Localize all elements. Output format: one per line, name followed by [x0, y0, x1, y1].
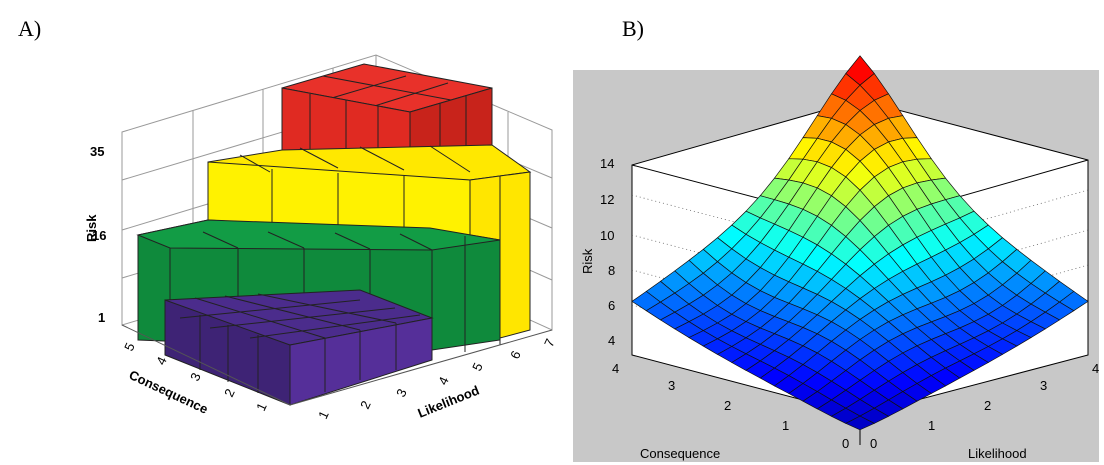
b-c-tick-1: 1: [782, 418, 789, 433]
l-tick-2: 2: [357, 398, 374, 411]
c-tick-3: 3: [187, 370, 204, 383]
l-tick-4: 4: [435, 374, 452, 387]
l-tick-3: 3: [393, 386, 410, 399]
c-tick-2: 2: [221, 386, 238, 399]
z-axis-label: Risk: [84, 214, 99, 242]
b-c-tick-3: 3: [668, 378, 675, 393]
z-tick-35: 35: [90, 144, 104, 159]
l-tick-6: 6: [507, 348, 524, 361]
z-tick-4: 4: [608, 333, 615, 348]
panel-label-b: B): [622, 16, 644, 41]
z-tick-12: 12: [600, 192, 614, 207]
b-c-tick-4: 4: [612, 361, 619, 376]
b-l-tick-2: 2: [984, 398, 991, 413]
l-tick-1: 1: [315, 408, 332, 421]
l-tick-7: 7: [541, 336, 558, 349]
z-tick-8: 8: [608, 263, 615, 278]
b-c-tick-2: 2: [724, 398, 731, 413]
z-tick-16: 16: [92, 228, 106, 243]
z-tick-14: 14: [600, 156, 614, 171]
z-tick-10: 10: [600, 228, 614, 243]
b-z-axis-label: Risk: [580, 248, 595, 274]
tier-red: [281, 63, 493, 156]
panel-label-a: A): [18, 16, 42, 41]
chart-b: 14 12 10 8 6 4 Risk 4 3 2 1 0 Consequenc…: [573, 55, 1099, 462]
tier-purple: [164, 289, 434, 406]
c-tick-5: 5: [121, 340, 138, 353]
z-tick-1: 1: [98, 310, 105, 325]
chart-a-floor: [121, 324, 553, 406]
b-c-tick-0: 0: [842, 436, 849, 451]
l-tick-5: 5: [469, 360, 486, 373]
surface-cell: [844, 415, 876, 431]
likelihood-axis-label: Likelihood: [416, 383, 482, 421]
c-tick-1: 1: [253, 400, 270, 413]
b-l-tick-1: 1: [928, 418, 935, 433]
b-l-tick-4: 4: [1092, 361, 1099, 376]
surface-mesh: [631, 55, 1089, 431]
chart-a: 35 16 1 Risk 5 4 3 2 1 Consequence 1 2 3…: [84, 54, 558, 421]
b-l-tick-3: 3: [1040, 378, 1047, 393]
b-consequence-label: Consequence: [640, 446, 720, 461]
z-tick-6: 6: [608, 298, 615, 313]
b-likelihood-label: Likelihood: [968, 446, 1027, 461]
b-l-tick-0: 0: [870, 436, 877, 451]
